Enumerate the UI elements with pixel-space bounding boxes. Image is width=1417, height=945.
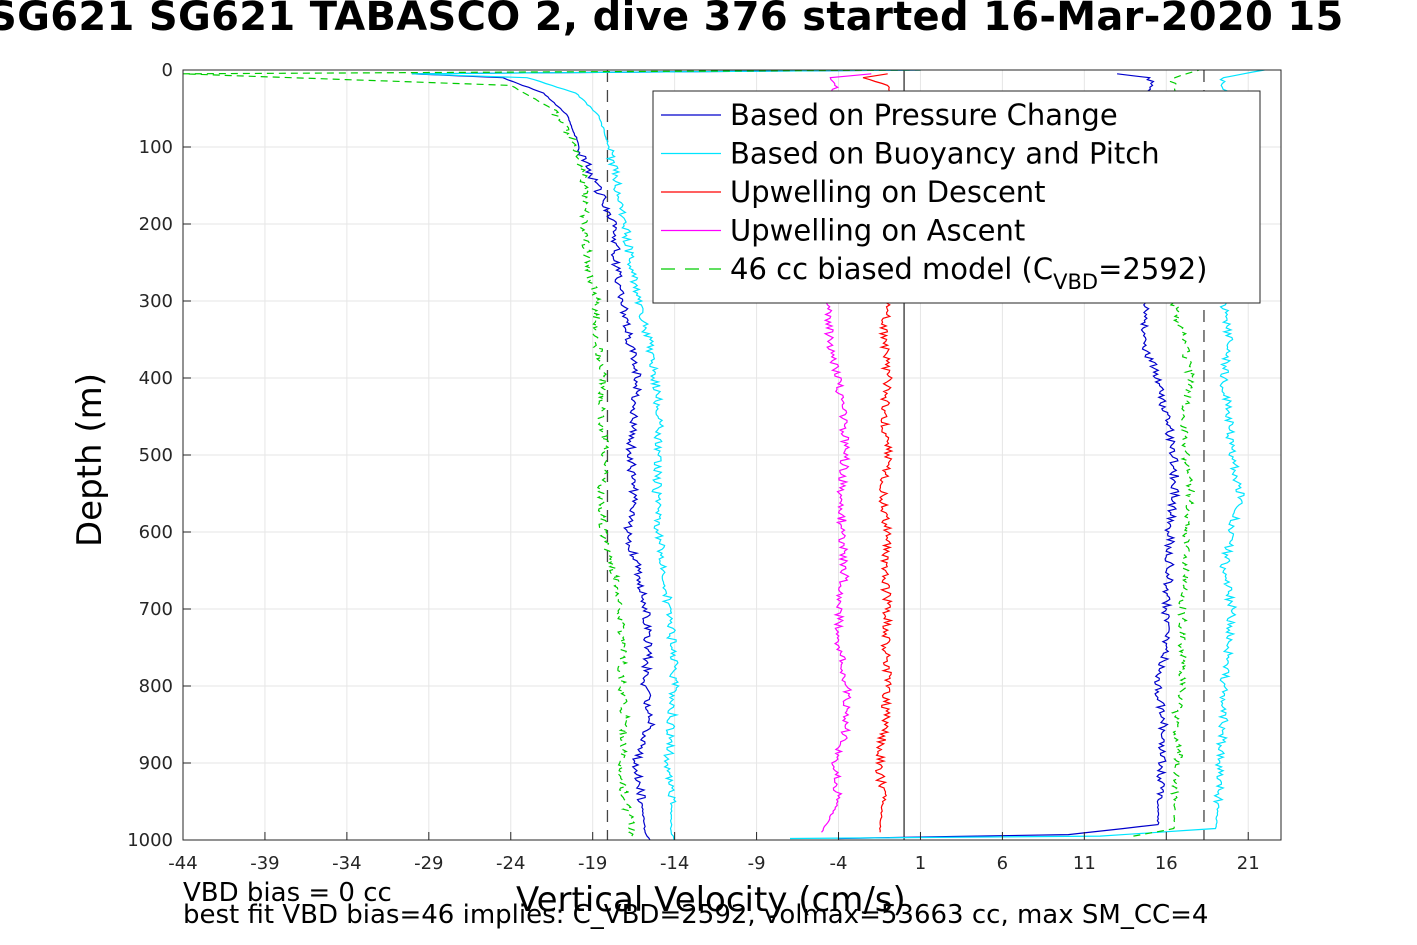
legend-label: 46 cc biased model (CVBD=2592): [730, 252, 1208, 294]
legend-box: [652, 90, 1261, 304]
legend-label-text: Based on Pressure Change: [730, 98, 1118, 132]
y-tick-label: 300: [139, 291, 173, 312]
legend-label-text: 46 cc biased model (C: [730, 252, 1053, 286]
x-tick-label: -19: [578, 853, 607, 874]
legend-label-text: Upwelling on Descent: [730, 175, 1046, 209]
x-tick-label: 21: [1237, 853, 1260, 874]
y-tick-label: 400: [139, 368, 173, 389]
legend-label: Based on Buoyancy and Pitch: [730, 137, 1160, 171]
x-tick-label: -39: [250, 853, 279, 874]
legend: Based on Pressure Change Based on Buoyanc…: [652, 90, 1261, 304]
y-tick-label: 1000: [127, 830, 173, 851]
legend-label: Based on Pressure Change: [730, 98, 1118, 132]
legend-label-tail: =2592): [1098, 252, 1207, 286]
x-tick-label: 6: [997, 853, 1008, 874]
legend-label-subscript: VBD: [1053, 270, 1098, 294]
x-tick-label: 16: [1155, 853, 1178, 874]
x-tick-label: -9: [748, 853, 766, 874]
series-line: [1133, 70, 1200, 837]
x-axis-label: Vertical Velocity (cm/s): [516, 880, 906, 920]
x-tick-label: -34: [332, 853, 361, 874]
legend-label: Upwelling on Ascent: [730, 214, 1025, 248]
legend-label-text: Based on Buoyancy and Pitch: [730, 137, 1160, 171]
series-line: [411, 70, 921, 840]
y-tick-label: 0: [162, 60, 173, 81]
x-ticks: -44 -39 -34 -29 -24 -19 -14 -9 -4 1 6 11 16 21: [168, 832, 1260, 874]
x-tick-label: 11: [1073, 853, 1096, 874]
y-tick-label: 900: [139, 753, 173, 774]
x-tick-label: -4: [830, 853, 848, 874]
vbd-bias-note: VBD bias = 0 cc: [183, 878, 392, 908]
series-line: [183, 70, 921, 837]
y-tick-label: 600: [139, 522, 173, 543]
y-tick-label: 800: [139, 676, 173, 697]
y-ticks: 0 100 200 300 400 500 600 700 800 900 1000: [127, 60, 191, 851]
y-tick-label: 700: [139, 599, 173, 620]
x-tick-label: 1: [915, 853, 926, 874]
y-tick-label: 500: [139, 445, 173, 466]
series-line: [411, 70, 921, 840]
x-tick-label: -14: [660, 853, 689, 874]
x-tick-label: -44: [168, 853, 197, 874]
x-tick-label: -29: [414, 853, 443, 874]
y-tick-label: 200: [139, 214, 173, 235]
best-fit-note: best fit VBD bias=46 implies: C_VBD=2592…: [183, 900, 1209, 930]
y-axis-label: Depth (m): [70, 372, 110, 548]
legend-label-text: Upwelling on Ascent: [730, 214, 1025, 248]
legend-label: Upwelling on Descent: [730, 175, 1046, 209]
chart-title: SG621 SG621 TABASCO 2, dive 376 started …: [0, 0, 1344, 40]
y-tick-label: 100: [139, 137, 173, 158]
x-tick-label: -24: [496, 853, 525, 874]
